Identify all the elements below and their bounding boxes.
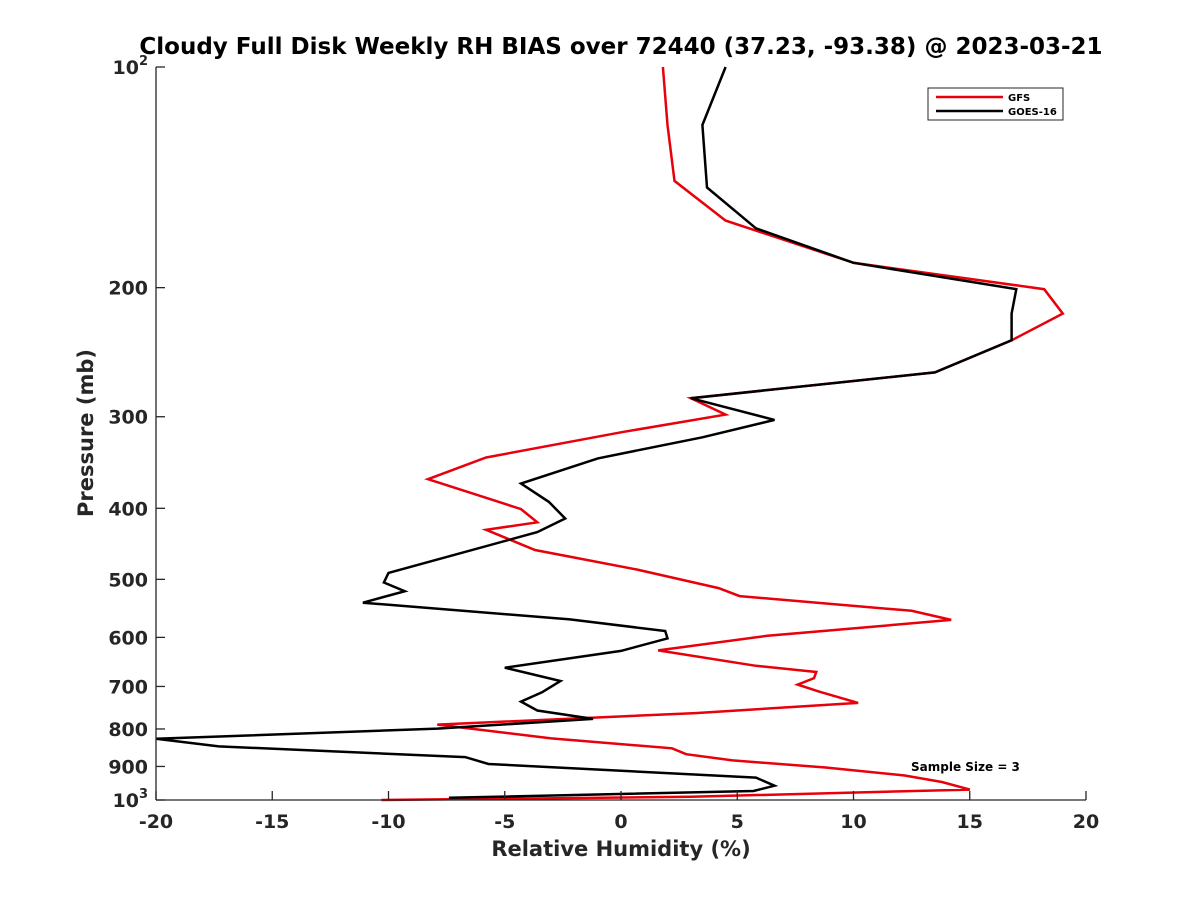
x-ticks: -20 -15 -10 -5 0 5 10 15 20 (139, 791, 1099, 833)
x-tick-label: 15 (957, 811, 983, 833)
legend-label-gfs: GFS (1008, 93, 1030, 104)
series-line-goes16 (155, 66, 1018, 800)
y-tick-label: 800 (108, 719, 148, 741)
x-tick-label: 10 (840, 811, 866, 833)
y-tick-label: 600 (108, 627, 148, 649)
y-ticks: 102 200 300 400 500 600 700 800 900 103 (108, 54, 165, 812)
sample-size-annotation: Sample Size = 3 (911, 760, 1020, 774)
x-tick-label: 20 (1073, 811, 1099, 833)
y-tick-label: 400 (108, 498, 148, 520)
x-axis-label: Relative Humidity (%) (491, 837, 750, 861)
x-tick-label: -10 (371, 811, 405, 833)
legend-box (927, 87, 1064, 121)
series-layer (155, 66, 1065, 802)
y-tick-label: 102 (113, 54, 149, 79)
x-tick-label: 0 (614, 811, 627, 833)
x-tick-label: -15 (255, 811, 289, 833)
y-tick-label: 200 (108, 278, 148, 300)
x-tick-label: -20 (139, 811, 173, 833)
y-tick-label: 700 (108, 676, 148, 698)
legend: GFS GOES-16 (927, 87, 1064, 121)
y-tick-label: 103 (113, 787, 149, 812)
y-tick-label: 300 (108, 407, 148, 429)
legend-label-goes16: GOES-16 (1008, 107, 1057, 118)
y-axis-label: Pressure (mb) (74, 349, 98, 517)
y-tick-label: 500 (108, 569, 148, 591)
chart-title: Cloudy Full Disk Weekly RH BIAS over 724… (139, 34, 1102, 60)
x-tick-label: 5 (731, 811, 744, 833)
x-tick-label: -5 (494, 811, 515, 833)
y-tick-label: 900 (108, 756, 148, 778)
